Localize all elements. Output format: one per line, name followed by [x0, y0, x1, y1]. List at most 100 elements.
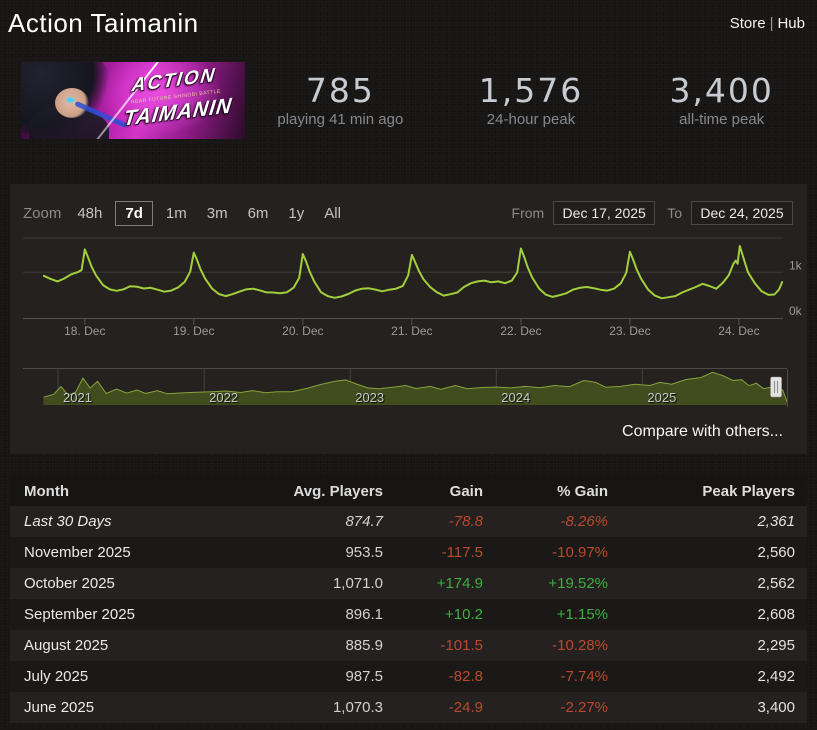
table-row: October 2025 1,071.0 +174.9 +19.52% 2,562 — [10, 568, 807, 599]
year-label: 2021 — [63, 390, 92, 405]
stat-alltime-peak: 3,400 all-time peak — [626, 71, 817, 128]
cell-peak: 2,361 — [620, 506, 807, 537]
range-button-3m[interactable]: 3m — [206, 204, 228, 222]
cell-gain: -117.5 — [395, 537, 495, 568]
cell-avg: 1,070.3 — [260, 692, 395, 723]
cell-avg: 885.9 — [260, 630, 395, 661]
compare-row: Compare with others... — [10, 410, 807, 450]
cell-gain: -78.8 — [395, 506, 495, 537]
stats-row: 785 playing 41 min ago 1,576 24-hour pea… — [245, 71, 817, 128]
table-row: August 2025 885.9 -101.5 -10.28% 2,295 — [10, 630, 807, 661]
banner-logo: ACTION NEAR FUTURE SHINOBI BATTLE TAIMAN… — [109, 62, 243, 132]
cell-month: July 2025 — [10, 661, 260, 692]
stat-current-players: 785 playing 41 min ago — [245, 71, 436, 128]
column-header-peak-players: Peak Players — [620, 476, 807, 506]
year-label: 2023 — [355, 390, 384, 405]
cell-avg: 987.5 — [260, 661, 395, 692]
current-players-value: 785 — [305, 71, 375, 111]
cell-peak: 2,295 — [620, 630, 807, 661]
table-row: June 2025 1,070.3 -24.9 -2.27% 3,400 — [10, 692, 807, 723]
range-button-all[interactable]: All — [324, 204, 341, 222]
cell-month: August 2025 — [10, 630, 260, 661]
cell-pct: -10.28% — [495, 630, 620, 661]
x-tick-label: 23. Dec — [609, 324, 650, 338]
column-header-avg-players: Avg. Players — [260, 476, 395, 506]
banner-character-face — [55, 88, 89, 118]
peak-alltime-value: 3,400 — [669, 71, 774, 111]
date-range: From Dec 17, 2025 To Dec 24, 2025 — [512, 201, 793, 225]
table-row: July 2025 987.5 -82.8 -7.74% 2,492 — [10, 661, 807, 692]
top-links: Store | Hub — [730, 15, 805, 32]
cell-pct: -8.26% — [495, 506, 620, 537]
players-line-chart[interactable]: 18. Dec 19. Dec 20. Dec 21. Dec 22. Dec 23. D… — [10, 234, 807, 342]
players-series-line — [42, 245, 784, 300]
x-tick-label: 18. Dec — [64, 324, 105, 338]
cell-gain: +10.2 — [395, 599, 495, 630]
year-label: 2025 — [647, 390, 676, 405]
cell-avg: 896.1 — [260, 599, 395, 630]
zoom-range-buttons: 48h 7d 1m 3m 6m 1y All — [76, 200, 360, 226]
range-button-6m[interactable]: 6m — [247, 204, 269, 222]
banner-character-eye — [67, 98, 74, 102]
cell-peak: 2,562 — [620, 568, 807, 599]
cell-avg: 874.7 — [260, 506, 395, 537]
from-label: From — [511, 205, 545, 221]
y-tick-label: 0k — [789, 304, 803, 318]
table-row: November 2025 953.5 -117.5 -10.97% 2,560 — [10, 537, 807, 568]
cell-month: October 2025 — [10, 568, 260, 599]
range-button-1m[interactable]: 1m — [165, 204, 187, 222]
top-bar: Action Taimanin Store | Hub — [0, 0, 817, 46]
x-tick-label: 20. Dec — [282, 324, 323, 338]
x-tick-label: 19. Dec — [173, 324, 214, 338]
cell-month: Last 30 Days — [10, 506, 260, 537]
zoom-label: Zoom — [23, 204, 62, 222]
stat-24h-peak: 1,576 24-hour peak — [436, 71, 627, 128]
cell-pct: -7.74% — [495, 661, 620, 692]
summary-row: ACTION NEAR FUTURE SHINOBI BATTLE TAIMAN… — [0, 46, 817, 155]
column-header-month: Month — [10, 476, 260, 506]
monthly-stats-table: Month Avg. Players Gain % Gain Peak Play… — [10, 476, 807, 723]
current-players-label: playing 41 min ago — [277, 110, 404, 128]
game-banner: ACTION NEAR FUTURE SHINOBI BATTLE TAIMAN… — [21, 62, 245, 139]
cell-pct: +1.15% — [495, 599, 620, 630]
navigator-area-line — [43, 371, 788, 402]
year-label: 2022 — [209, 390, 238, 405]
year-label: 2024 — [501, 390, 530, 405]
cell-month: September 2025 — [10, 599, 260, 630]
cell-peak: 2,608 — [620, 599, 807, 630]
from-date-input[interactable]: Dec 17, 2025 — [553, 201, 656, 225]
to-label: To — [667, 205, 682, 221]
link-separator: | — [769, 14, 774, 32]
range-button-1y[interactable]: 1y — [288, 204, 305, 222]
column-header-pct-gain: % Gain — [495, 476, 620, 506]
cell-pct: -10.97% — [495, 537, 620, 568]
cell-gain: -24.9 — [395, 692, 495, 723]
table-row: Last 30 Days 874.7 -78.8 -8.26% 2,361 — [10, 506, 807, 537]
peak-alltime-label: all-time peak — [679, 110, 765, 128]
store-link[interactable]: Store — [729, 14, 766, 32]
table-row: September 2025 896.1 +10.2 +1.15% 2,608 — [10, 599, 807, 630]
compare-with-others-link[interactable]: Compare with others... — [622, 423, 783, 440]
cell-peak: 2,560 — [620, 537, 807, 568]
cell-month: June 2025 — [10, 692, 260, 723]
cell-peak: 3,400 — [620, 692, 807, 723]
to-date-input[interactable]: Dec 24, 2025 — [691, 201, 793, 225]
x-tick-label: 22. Dec — [500, 324, 541, 338]
range-button-48h[interactable]: 48h — [77, 204, 103, 222]
cell-pct: -2.27% — [495, 692, 620, 723]
hub-link[interactable]: Hub — [777, 14, 805, 32]
range-button-7d[interactable]: 7d — [115, 200, 153, 226]
page-title: Action Taimanin — [8, 7, 199, 38]
cell-gain: -82.8 — [395, 661, 495, 692]
chart-controls: Zoom 48h 7d 1m 3m 6m 1y All From Dec 17, 2025 … — [10, 196, 807, 230]
cell-month: November 2025 — [10, 537, 260, 568]
peak-24h-value: 1,576 — [478, 71, 584, 111]
cell-pct: +19.52% — [495, 568, 620, 599]
navigator-handle[interactable] — [770, 376, 782, 398]
y-tick-label: 1k — [789, 258, 803, 272]
table-header-row: Month Avg. Players Gain % Gain Peak Play… — [10, 476, 807, 506]
cell-avg: 1,071.0 — [260, 568, 395, 599]
peak-24h-label: 24-hour peak — [486, 110, 576, 128]
chart-panel: Zoom 48h 7d 1m 3m 6m 1y All From Dec 17, 2025 … — [10, 184, 807, 454]
alltime-navigator-chart[interactable]: 2021 2022 2023 2024 2025 — [10, 366, 807, 410]
